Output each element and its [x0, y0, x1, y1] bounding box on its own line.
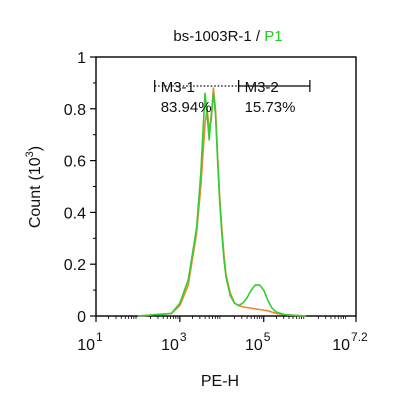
chart-title-separator: /: [252, 28, 265, 45]
chart-title: bs-1003R-1 / P1: [173, 28, 282, 45]
series-layer: [137, 87, 306, 317]
x-tick-label: 105: [245, 330, 271, 354]
y-tick-label: 0.8: [64, 102, 86, 119]
x-tick-exponent: 5: [264, 330, 271, 344]
x-tick-base: 10: [161, 337, 179, 354]
x-tick-label: 107.2: [332, 330, 368, 354]
y-axis-label-main: Count: [27, 185, 44, 228]
y-tick-label: 0.4: [64, 205, 86, 222]
chart-title-sample: bs-1003R-1: [173, 28, 251, 45]
x-tick-base: 10: [245, 337, 263, 354]
x-tick-label: 101: [77, 330, 103, 354]
y-axis-label-open: (10: [27, 157, 44, 180]
y-tick-label: 0: [77, 309, 86, 326]
gate-name-label: M3-1: [161, 79, 195, 96]
chart-title-gate: P1: [264, 28, 282, 45]
x-tick-exponent: 1: [96, 330, 103, 344]
gate-name-label: M3-2: [245, 79, 279, 96]
x-axis-label: PE-H: [201, 373, 239, 390]
svg-text:Count(103): Count (103): [24, 146, 44, 228]
gate-layer: M3-1 83.94% M3-2 15.73%: [154, 79, 311, 116]
y-axis-label-exponent: 3: [24, 151, 36, 157]
y-axis: 0 0.2 0.4 0.6 0.8 1: [64, 50, 96, 326]
histogram-series-line: [137, 87, 306, 317]
y-tick-label: 1: [77, 50, 86, 67]
y-tick-label: 0.6: [64, 154, 86, 171]
y-axis-label: Count (103): [24, 146, 44, 228]
x-tick-base: 10: [77, 337, 95, 354]
y-tick-label: 0.2: [64, 257, 86, 274]
histogram-series-line: [137, 92, 306, 317]
y-axis-label-close: ): [27, 146, 44, 151]
gate-percent-label: 83.94%: [161, 99, 212, 116]
x-axis: 101 103 105 107.2: [77, 316, 368, 354]
gate-percent-label: 15.73%: [245, 99, 296, 116]
x-tick-exponent: 7.2: [351, 330, 368, 344]
x-tick-exponent: 3: [180, 330, 187, 344]
x-tick-base: 10: [332, 337, 350, 354]
x-tick-label: 103: [161, 330, 187, 354]
